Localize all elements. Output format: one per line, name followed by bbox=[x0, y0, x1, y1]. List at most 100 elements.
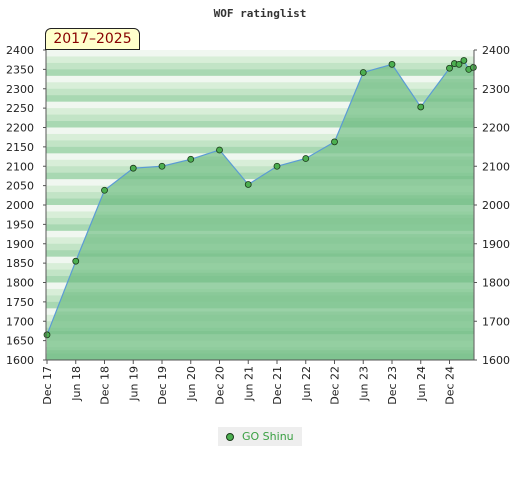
background-band bbox=[46, 133, 474, 141]
data-point bbox=[388, 60, 396, 68]
x-tick-label: Dec 23 bbox=[386, 366, 399, 405]
left-tick-label: 1600 bbox=[6, 354, 34, 367]
data-point bbox=[460, 57, 468, 64]
data-point bbox=[469, 64, 477, 71]
x-tick-label: Dec 18 bbox=[99, 366, 112, 405]
area-stripe bbox=[47, 330, 474, 341]
data-point bbox=[417, 103, 425, 111]
left-tick-label: 1850 bbox=[6, 257, 34, 270]
area-stripe bbox=[47, 214, 474, 225]
left-tick-label: 2250 bbox=[6, 102, 34, 115]
left-y-axis: 1600 1650 1700 1750 1800 1850 1900 1950 2000 2050… bbox=[6, 44, 47, 367]
data-point bbox=[72, 257, 80, 265]
data-point bbox=[129, 164, 137, 172]
data-point bbox=[359, 69, 367, 76]
left-tick-label: 2350 bbox=[6, 63, 34, 76]
x-tick-label: Jun 22 bbox=[300, 366, 313, 402]
area-stripe bbox=[47, 272, 474, 283]
area-stripe bbox=[47, 175, 474, 186]
left-tick-label: 2050 bbox=[6, 180, 34, 193]
x-tick-label: Dec 21 bbox=[271, 366, 284, 405]
x-tick-label: Jun 19 bbox=[127, 366, 140, 402]
legend[interactable]: GO Shinu bbox=[218, 427, 302, 446]
left-tick-label: 2000 bbox=[6, 199, 34, 212]
chart-title: WOF ratinglist bbox=[214, 7, 307, 20]
background-band bbox=[46, 62, 474, 70]
background-band bbox=[46, 88, 474, 96]
area-stripe bbox=[47, 311, 474, 322]
x-tick-label: Jun 24 bbox=[415, 366, 428, 402]
right-tick-label: 2200 bbox=[482, 122, 510, 135]
left-tick-label: 2150 bbox=[6, 141, 34, 154]
data-point bbox=[158, 162, 166, 170]
right-tick-label: 2000 bbox=[482, 199, 510, 212]
right-tick-label: 1800 bbox=[482, 277, 510, 290]
area-stripe bbox=[47, 234, 474, 244]
x-axis: Dec 17 Jun 18 Dec 18 Jun 19 Dec 19 Jun 20 Dec … bbox=[41, 359, 474, 405]
right-tick-label: 1900 bbox=[482, 238, 510, 251]
data-point bbox=[446, 64, 453, 72]
background-band bbox=[46, 114, 474, 122]
background-band bbox=[46, 108, 474, 116]
legend-label: GO Shinu bbox=[242, 430, 294, 443]
area-stripe bbox=[47, 253, 474, 264]
left-tick-label: 2400 bbox=[6, 44, 34, 57]
area-stripe bbox=[47, 195, 474, 205]
left-tick-label: 1650 bbox=[6, 335, 34, 348]
background-band bbox=[46, 140, 474, 148]
background-band bbox=[46, 50, 474, 57]
x-tick-label: Dec 20 bbox=[214, 366, 227, 405]
background-band bbox=[46, 69, 474, 77]
left-tick-label: 2100 bbox=[6, 160, 34, 173]
background-band bbox=[46, 172, 474, 180]
left-tick-label: 1700 bbox=[6, 315, 34, 328]
background-band bbox=[46, 95, 474, 103]
left-tick-label: 1900 bbox=[6, 238, 34, 251]
background-band bbox=[46, 159, 474, 167]
background-band bbox=[46, 121, 474, 128]
left-tick-label: 2200 bbox=[6, 122, 34, 135]
x-tick-label: Jun 20 bbox=[185, 366, 198, 402]
data-markers bbox=[43, 57, 477, 339]
x-tick-label: Jun 21 bbox=[242, 366, 255, 402]
background-band bbox=[46, 75, 474, 83]
data-point bbox=[273, 162, 281, 170]
period-label: 2017–2025 bbox=[45, 28, 140, 50]
x-tick-label: Dec 22 bbox=[329, 366, 342, 405]
background-band bbox=[46, 153, 474, 161]
background-band bbox=[46, 82, 474, 90]
background-band bbox=[46, 56, 474, 64]
data-point bbox=[101, 186, 108, 194]
left-tick-label: 1800 bbox=[6, 277, 34, 290]
x-tick-label: Dec 24 bbox=[444, 366, 457, 405]
background-band bbox=[46, 166, 474, 174]
series-area bbox=[47, 60, 474, 361]
right-y-axis: 1600 1700 1800 1900 2000 2100 2200 2300 2400 bbox=[473, 44, 510, 367]
data-point bbox=[244, 181, 252, 188]
data-point bbox=[187, 155, 195, 163]
x-tick-label: Dec 19 bbox=[156, 366, 169, 405]
data-point bbox=[302, 155, 310, 162]
left-tick-label: 1750 bbox=[6, 296, 34, 309]
right-tick-label: 1600 bbox=[482, 354, 510, 367]
area-stripe bbox=[47, 350, 474, 360]
area-stripe bbox=[47, 292, 474, 302]
left-tick-label: 2300 bbox=[6, 83, 34, 96]
left-tick-label: 1950 bbox=[6, 218, 34, 231]
data-point bbox=[43, 331, 51, 339]
background-band bbox=[46, 127, 474, 135]
x-tick-label: Jun 18 bbox=[70, 366, 83, 402]
right-tick-label: 2400 bbox=[482, 44, 510, 57]
x-tick-label: Dec 17 bbox=[41, 366, 54, 405]
right-tick-label: 1700 bbox=[482, 315, 510, 328]
background-band bbox=[46, 101, 474, 109]
background-band bbox=[46, 146, 474, 154]
x-tick-label: Jun 23 bbox=[357, 366, 370, 402]
legend-marker-icon bbox=[226, 432, 234, 441]
right-tick-label: 2300 bbox=[482, 83, 510, 96]
right-tick-label: 2100 bbox=[482, 160, 510, 173]
data-point bbox=[455, 60, 463, 68]
data-point bbox=[331, 138, 338, 146]
data-point bbox=[216, 146, 223, 154]
